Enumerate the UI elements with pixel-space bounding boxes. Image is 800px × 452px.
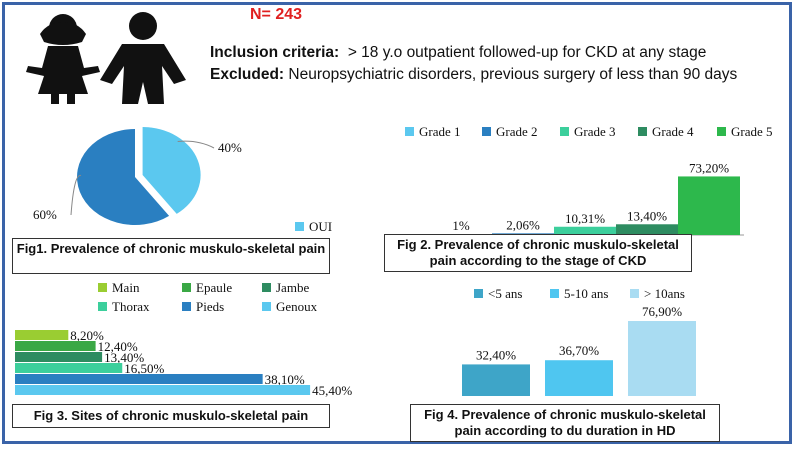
fig3-legend-0-swatch: [98, 283, 107, 292]
fig2-data-label-3: 13,40%: [627, 208, 667, 223]
fig2-data-label-2: 10,31%: [565, 211, 605, 226]
fig3-legend-4-label: Pieds: [196, 299, 224, 314]
fig3-legend-1-swatch: [182, 283, 191, 292]
pie-data-label-1: 60%: [33, 207, 57, 222]
fig3-bar-5: [15, 385, 311, 395]
fig3-bar-chart: Main Epaule Jambe Thorax Pieds Genoux 8,20%12,…: [15, 280, 352, 398]
fig3-bar-1: [15, 341, 96, 351]
fig2-caption: Fig 2. Prevalence of chronic muskulo-ske…: [384, 234, 692, 272]
excluded-label: Excluded:: [210, 66, 285, 83]
excluded-line: Excluded: Neuropsychiatric disorders, pr…: [210, 64, 737, 86]
fig4-bar-chart: <5 ans 5-10 ans > 10ans 32,40% 36,70% 76,90%: [462, 286, 696, 396]
fig2-legend-2-swatch: [560, 127, 569, 136]
pie-leader-0: [177, 140, 215, 149]
fig2-data-label-4: 73,20%: [689, 160, 729, 175]
fig4-bar-1: [545, 360, 613, 396]
fig3-data-label-1: 12,40%: [98, 339, 138, 354]
fig3-legend-2-swatch: [262, 283, 271, 292]
fig2-legend-3-swatch: [638, 127, 647, 136]
fig4-bar-2: [628, 321, 696, 396]
fig2-legend-0-swatch: [405, 127, 414, 136]
fig1-pie-chart: 40% 60% OUI: [33, 127, 332, 234]
fig2-legend-4-swatch: [717, 127, 726, 136]
fig3-legend-4-swatch: [182, 302, 191, 311]
pie-data-label-0: 40%: [218, 140, 242, 155]
fig4-legend-2-label: > 10ans: [644, 286, 685, 301]
fig4-legend-1-swatch: [550, 289, 559, 298]
fig2-bar-chart: Grade 1 Grade 2 Grade 3 Grade 4 Grade 5 1% 2,0…: [405, 124, 773, 236]
fig2-legend-4-label: Grade 5: [731, 124, 773, 139]
fig3-bar-0: [15, 330, 69, 340]
fig4-data-label-0: 32,40%: [476, 347, 516, 362]
fig2-bar-4: [678, 176, 740, 235]
fig3-data-label-4: 38,10%: [265, 372, 305, 387]
inclusion-label: Inclusion criteria:: [210, 44, 340, 61]
fig2-data-label-1: 2,06%: [506, 217, 540, 232]
fig2-bar-3: [616, 224, 678, 235]
people-icon: [26, 12, 186, 104]
fig3-bar-3: [15, 363, 123, 373]
fig4-legend-2-swatch: [630, 289, 639, 298]
fig2-legend-3-label: Grade 4: [652, 124, 694, 139]
inclusion-text: > 18 y.o outpatient followed-up for CKD …: [347, 44, 707, 61]
pie-legend-oui-label: OUI: [309, 219, 332, 234]
fig4-data-label-2: 76,90%: [642, 304, 682, 319]
excluded-text: Neuropsychiatric disorders, previous sur…: [288, 66, 738, 83]
fig1-caption: Fig1. Prevalence of chronic muskulo-skel…: [12, 238, 330, 274]
pie-legend-oui-swatch: [295, 222, 304, 231]
pie-slice-0: [142, 127, 201, 214]
fig2-legend-1-label: Grade 2: [496, 124, 538, 139]
fig2-legend-0-label: Grade 1: [419, 124, 461, 139]
fig3-data-label-3: 16,50%: [124, 361, 164, 376]
fig4-legend-0-label: <5 ans: [488, 286, 522, 301]
fig3-bar-4: [15, 374, 263, 384]
fig3-legend-3-label: Thorax: [112, 299, 150, 314]
pie-slice-1: [76, 129, 170, 225]
fig4-legend-0-swatch: [474, 289, 483, 298]
fig3-caption: Fig 3. Sites of chronic muskulo-skeletal…: [12, 404, 330, 428]
fig2-legend-1-swatch: [482, 127, 491, 136]
fig3-data-label-0: 8,20%: [70, 328, 104, 343]
fig3-data-label-2: 13,40%: [104, 350, 144, 365]
fig3-legend-3-swatch: [98, 302, 107, 311]
sample-size-label: N= 243: [250, 6, 303, 23]
inclusion-line: Inclusion criteria: > 18 y.o outpatient …: [210, 42, 737, 64]
fig2-data-label-0: 1%: [452, 218, 470, 233]
pie-leader-1: [70, 174, 82, 216]
fig4-legend-1-label: 5-10 ans: [564, 286, 608, 301]
criteria-block: Inclusion criteria: > 18 y.o outpatient …: [210, 42, 737, 86]
fig4-caption: Fig 4. Prevalence of chronic muskulo-ske…: [410, 404, 720, 442]
fig3-bar-2: [15, 352, 103, 362]
fig2-legend-2-label: Grade 3: [574, 124, 616, 139]
fig3-data-label-5: 45,40%: [312, 383, 352, 398]
fig2-bar-2: [554, 226, 616, 235]
fig3-legend-5-label: Genoux: [276, 299, 318, 314]
fig3-legend-5-swatch: [262, 302, 271, 311]
fig3-legend-0-label: Main: [112, 280, 140, 295]
fig4-data-label-1: 36,70%: [559, 343, 599, 358]
fig3-legend-2-label: Jambe: [276, 280, 309, 295]
fig4-bar-0: [462, 364, 530, 396]
fig3-legend-1-label: Epaule: [196, 280, 232, 295]
